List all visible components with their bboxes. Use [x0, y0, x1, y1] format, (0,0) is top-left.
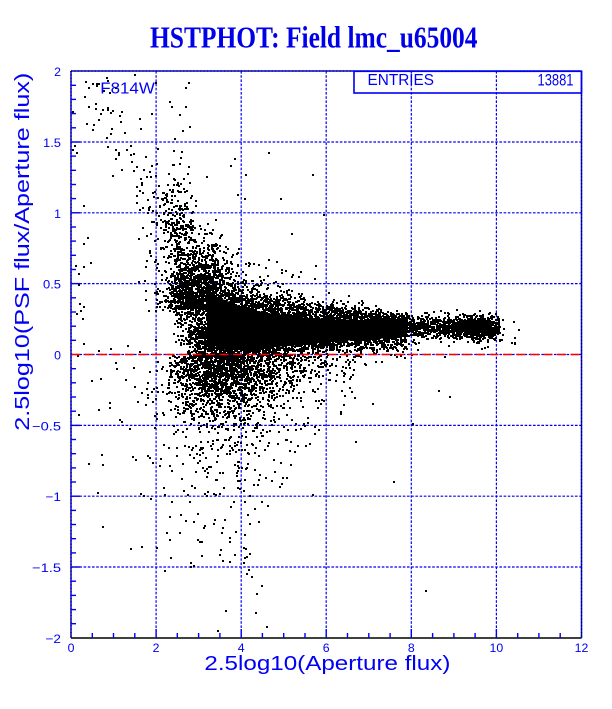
- svg-text:6: 6: [323, 641, 330, 655]
- svg-text:2.5log10(PSF flux/Aperture flu: 2.5log10(PSF flux/Aperture flux): [11, 73, 34, 431]
- svg-text:10: 10: [490, 641, 504, 655]
- svg-text:2: 2: [153, 641, 160, 655]
- svg-text:0: 0: [68, 641, 75, 655]
- svg-text:−0.5: −0.5: [32, 419, 61, 433]
- svg-text:13881: 13881: [538, 71, 574, 89]
- svg-text:−1.5: −1.5: [32, 561, 61, 575]
- svg-text:ENTRIES: ENTRIES: [368, 72, 435, 89]
- svg-text:−2: −2: [46, 632, 62, 646]
- svg-text:4: 4: [238, 641, 245, 655]
- svg-text:HSTPHOT: Field lmc_u65004: HSTPHOT: Field lmc_u65004: [150, 21, 478, 55]
- svg-text:2.5log10(Aperture flux): 2.5log10(Aperture flux): [204, 652, 450, 675]
- svg-text:−1: −1: [46, 490, 62, 504]
- svg-text:8: 8: [408, 641, 415, 655]
- svg-text:2: 2: [54, 65, 61, 79]
- svg-text:0: 0: [54, 349, 61, 363]
- svg-text:0.5: 0.5: [43, 278, 61, 292]
- svg-text:1.5: 1.5: [43, 136, 61, 150]
- svg-text:F814W: F814W: [100, 80, 155, 97]
- svg-text:1: 1: [54, 207, 61, 221]
- svg-text:12: 12: [575, 641, 589, 655]
